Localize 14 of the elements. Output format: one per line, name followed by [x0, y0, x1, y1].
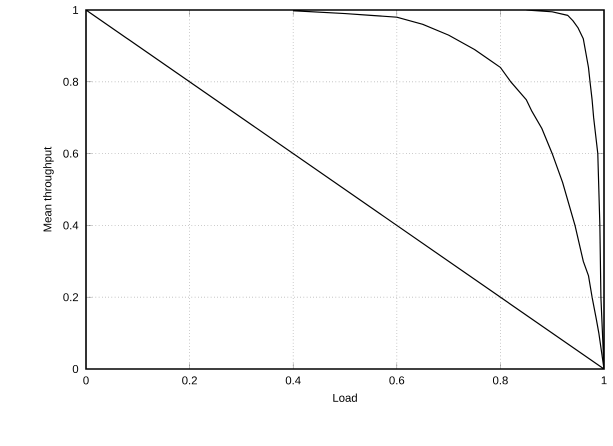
- y-tick-label: 0.4: [63, 221, 78, 230]
- y-tick-label: 1: [73, 6, 78, 14]
- y-tick-label: 0.2: [63, 293, 78, 302]
- x-tick-label: 0.6: [389, 376, 404, 384]
- x-tick-label: 0.4: [286, 376, 301, 384]
- y-axis-title: Mean throughput: [43, 146, 54, 232]
- x-axis-title: Load: [333, 394, 357, 402]
- y-tick-label: 0: [72, 364, 78, 374]
- x-tick-label: 1: [602, 376, 607, 384]
- x-tick-label: 0: [83, 376, 89, 384]
- x-tick-label: 0.2: [182, 376, 197, 384]
- y-tick-label: 0.8: [63, 78, 78, 86]
- x-tick-label: 0.8: [492, 376, 508, 384]
- y-tick-label: 0.6: [63, 150, 78, 158]
